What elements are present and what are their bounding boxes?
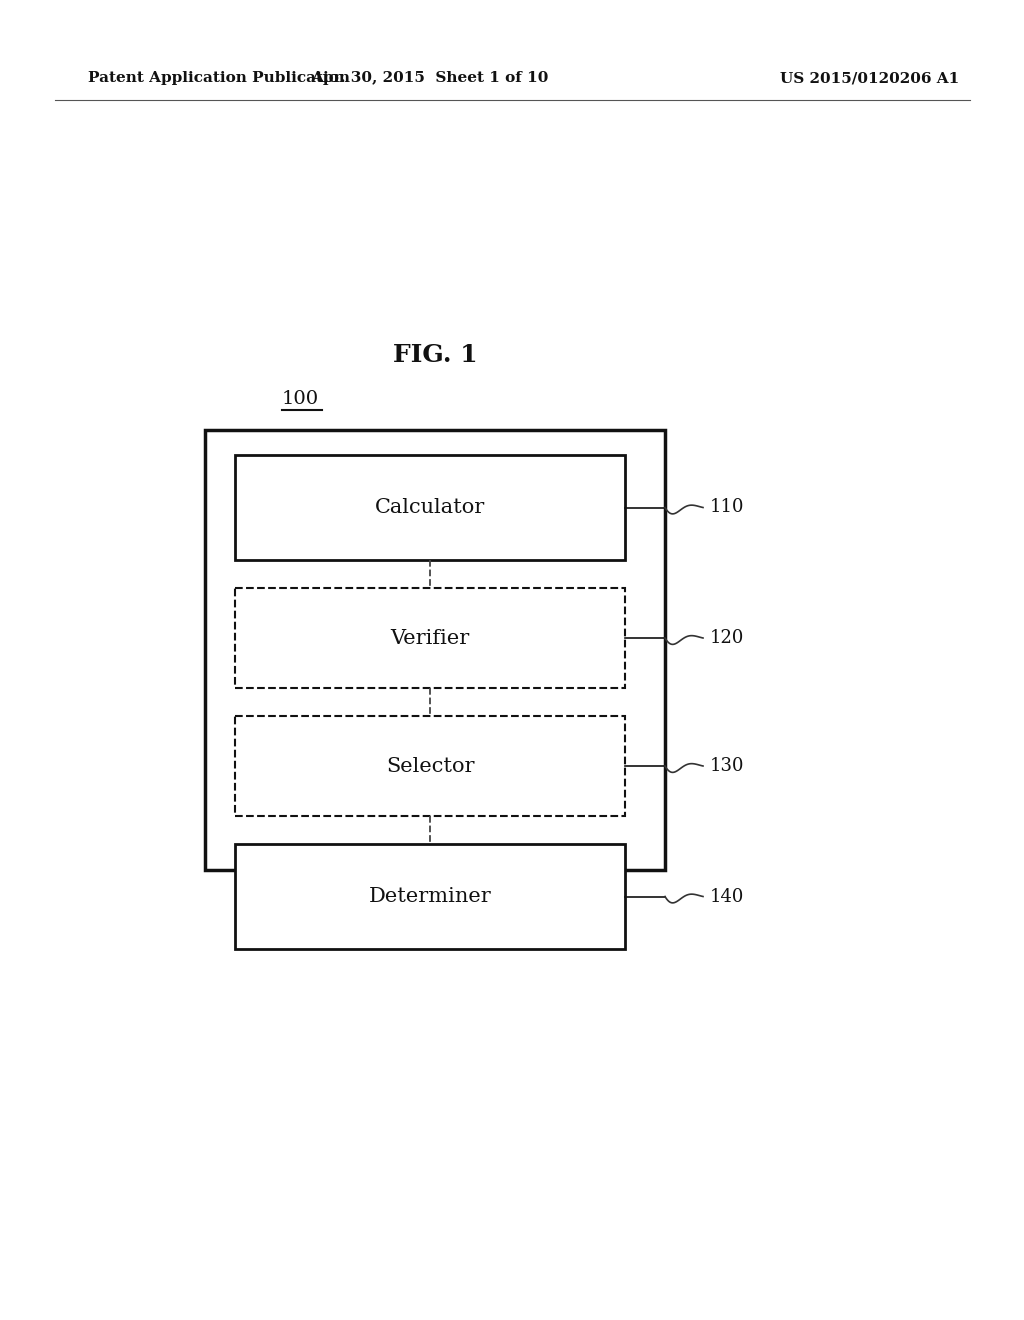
Text: 140: 140	[710, 887, 744, 906]
Text: 120: 120	[710, 630, 744, 647]
Text: 110: 110	[710, 499, 744, 516]
Text: Selector: Selector	[386, 756, 474, 776]
Bar	[234, 715, 625, 816]
Text: Calculator: Calculator	[375, 498, 485, 517]
Text: US 2015/0120206 A1: US 2015/0120206 A1	[780, 71, 959, 84]
Text: Determiner: Determiner	[369, 887, 492, 906]
Text: FIG. 1: FIG. 1	[392, 343, 477, 367]
Text: Verifier: Verifier	[390, 628, 470, 648]
Bar	[234, 587, 625, 688]
Text: Apr. 30, 2015  Sheet 1 of 10: Apr. 30, 2015 Sheet 1 of 10	[311, 71, 549, 84]
Bar	[234, 843, 625, 949]
Bar	[234, 455, 625, 560]
Text: Patent Application Publication: Patent Application Publication	[88, 71, 350, 84]
Text: 100: 100	[282, 389, 318, 408]
Text: 130: 130	[710, 756, 744, 775]
Bar	[205, 430, 665, 870]
